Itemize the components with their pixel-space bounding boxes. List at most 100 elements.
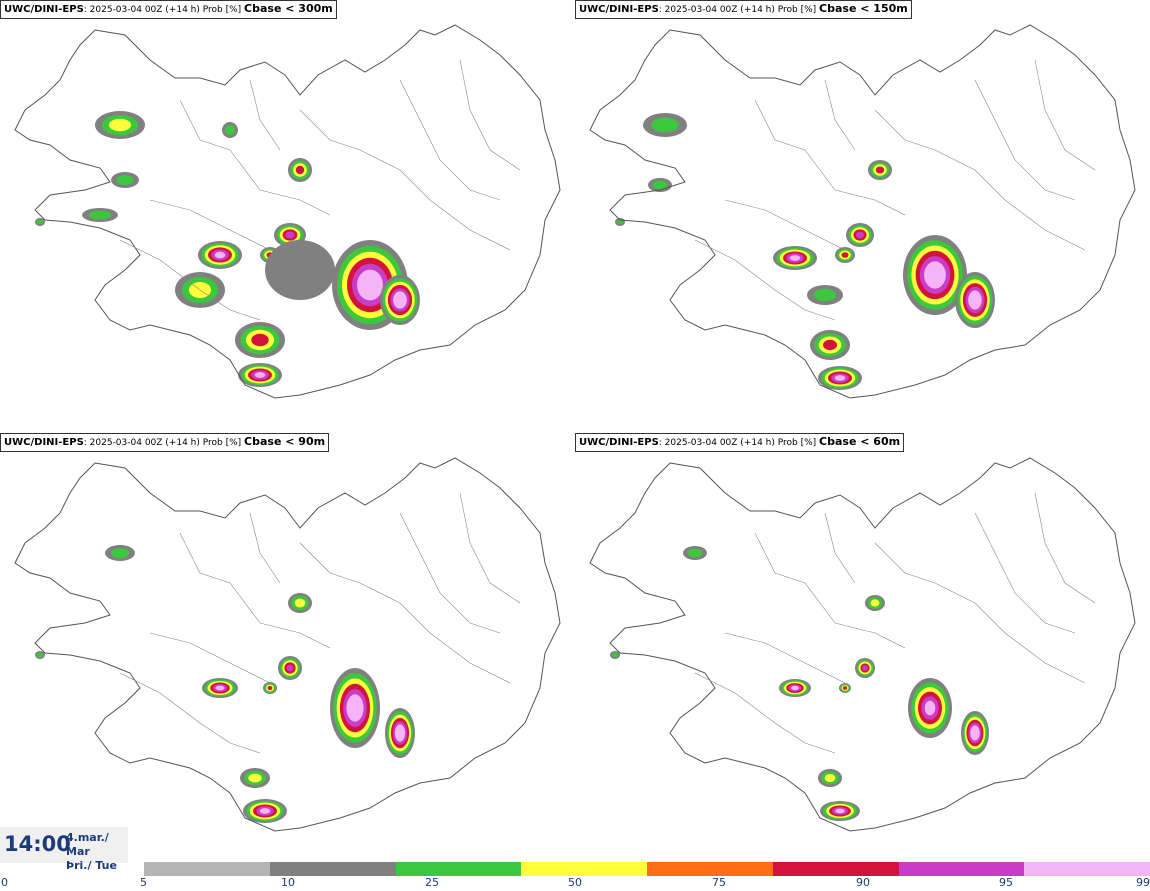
- probability-field: [615, 113, 995, 390]
- tick-label: 10: [281, 876, 295, 889]
- probability-contour: [616, 219, 624, 225]
- panel-title: UWC/DINI-EPS: 2025-03-04 00Z (+14 h) Pro…: [575, 433, 905, 452]
- region-border: [149, 632, 271, 684]
- probability-contour: [267, 685, 273, 691]
- map-panel-cbase-300: UWC/DINI-EPS: 2025-03-04 00Z (+14 h) Pro…: [0, 0, 575, 437]
- region-border: [694, 239, 836, 321]
- run-info: : 2025-03-04 00Z (+14 h) Prob [%]: [83, 5, 245, 15]
- region-border: [149, 199, 271, 251]
- probability-contour: [362, 275, 378, 295]
- region-border: [179, 532, 331, 649]
- probability-field: [610, 546, 989, 821]
- tick-label: 25: [425, 876, 439, 889]
- region-border: [119, 239, 261, 321]
- probability-contour: [36, 219, 44, 225]
- probability-contour: [294, 598, 306, 608]
- probability-contour: [928, 266, 942, 284]
- model-name: UWC/DINI-EPS: [4, 4, 84, 15]
- region-border: [724, 632, 846, 684]
- region-border: [399, 79, 501, 201]
- probability-contour: [259, 808, 271, 814]
- iceland-map: [14, 24, 561, 399]
- probability-contour: [652, 180, 668, 190]
- probability-contour: [116, 175, 134, 185]
- probability-contour: [225, 125, 235, 135]
- iceland-map: [14, 457, 561, 832]
- threshold-label: Cbase < 60m: [819, 435, 901, 448]
- probability-contour: [395, 294, 405, 306]
- region-border: [249, 79, 281, 151]
- model-name: UWC/DINI-EPS: [579, 4, 659, 15]
- probability-colorbar: [144, 862, 1150, 876]
- probability-contour: [611, 652, 619, 658]
- region-border: [459, 492, 521, 604]
- probability-contour: [248, 773, 262, 783]
- region-border: [1034, 492, 1096, 604]
- valid-time-box: 14:00 4.mar./ Mar Þri./ Tue: [0, 827, 128, 872]
- probability-contour: [215, 685, 225, 691]
- panel-title: UWC/DINI-EPS: 2025-03-04 00Z (+14 h) Pro…: [0, 433, 330, 452]
- probability-contour: [841, 252, 849, 258]
- valid-date: 4.mar./ Mar Þri./ Tue: [66, 831, 128, 873]
- map-panel-cbase-150: UWC/DINI-EPS: 2025-03-04 00Z (+14 h) Pro…: [575, 0, 1150, 437]
- coastline: [589, 457, 1136, 832]
- region-border: [754, 532, 906, 649]
- probability-contour: [251, 333, 269, 347]
- region-border: [459, 59, 521, 171]
- colorbar-segment: [144, 862, 270, 876]
- probability-contour: [254, 372, 266, 378]
- probability-contour: [856, 231, 864, 239]
- panel-title: UWC/DINI-EPS: 2025-03-04 00Z (+14 h) Pro…: [0, 0, 337, 19]
- probability-contour: [36, 652, 44, 658]
- tick-label: 95: [999, 876, 1013, 889]
- colorbar-segment: [1024, 862, 1150, 876]
- panel-title: UWC/DINI-EPS: 2025-03-04 00Z (+14 h) Pro…: [575, 0, 912, 19]
- region-border: [754, 99, 906, 216]
- iceland-map: [589, 457, 1136, 832]
- probability-contour: [835, 808, 845, 814]
- colorbar-segment: [772, 862, 899, 876]
- probability-contour: [88, 210, 112, 220]
- model-name: UWC/DINI-EPS: [579, 437, 659, 448]
- probability-contour: [265, 240, 335, 300]
- valid-time: 14:00: [4, 832, 71, 856]
- tick-label: 90: [856, 876, 870, 889]
- probability-contour: [789, 255, 801, 261]
- region-border: [694, 672, 836, 754]
- probability-contour: [396, 727, 404, 739]
- region-border: [874, 109, 1086, 251]
- region-border: [119, 672, 261, 754]
- region-border: [299, 542, 511, 684]
- threshold-label: Cbase < 90m: [244, 435, 326, 448]
- probability-contour: [924, 700, 936, 716]
- region-border: [974, 79, 1076, 201]
- colorbar-segment: [647, 862, 773, 876]
- coastline: [589, 24, 1136, 399]
- tick-label: 5: [140, 876, 147, 889]
- region-border: [974, 512, 1076, 634]
- threshold-label: Cbase < 150m: [819, 2, 908, 15]
- tick-label: 0: [1, 876, 8, 889]
- probability-contour: [824, 774, 836, 782]
- region-border: [824, 512, 856, 584]
- region-border: [874, 542, 1086, 684]
- map-panel-cbase-90: UWC/DINI-EPS: 2025-03-04 00Z (+14 h) Pro…: [0, 433, 575, 870]
- probability-contour: [813, 288, 837, 302]
- probability-contour: [834, 375, 846, 381]
- probability-contour: [286, 664, 294, 672]
- date-line-1: 4.mar./ Mar: [66, 831, 109, 858]
- probability-contour: [651, 117, 679, 133]
- region-border: [824, 79, 856, 151]
- region-border: [249, 512, 281, 584]
- colorbar-ticks: 0 5 10 25 50 75 90 95 99: [0, 876, 1150, 891]
- region-border: [1034, 59, 1096, 171]
- probability-contour: [791, 685, 799, 691]
- probability-contour: [842, 686, 848, 690]
- probability-field: [35, 111, 420, 387]
- run-info: : 2025-03-04 00Z (+14 h) Prob [%]: [83, 438, 245, 448]
- probability-contour: [870, 599, 880, 607]
- probability-contour: [214, 251, 226, 259]
- tick-label: 99: [1136, 876, 1150, 889]
- probability-contour: [823, 339, 837, 351]
- probability-contour: [110, 548, 130, 558]
